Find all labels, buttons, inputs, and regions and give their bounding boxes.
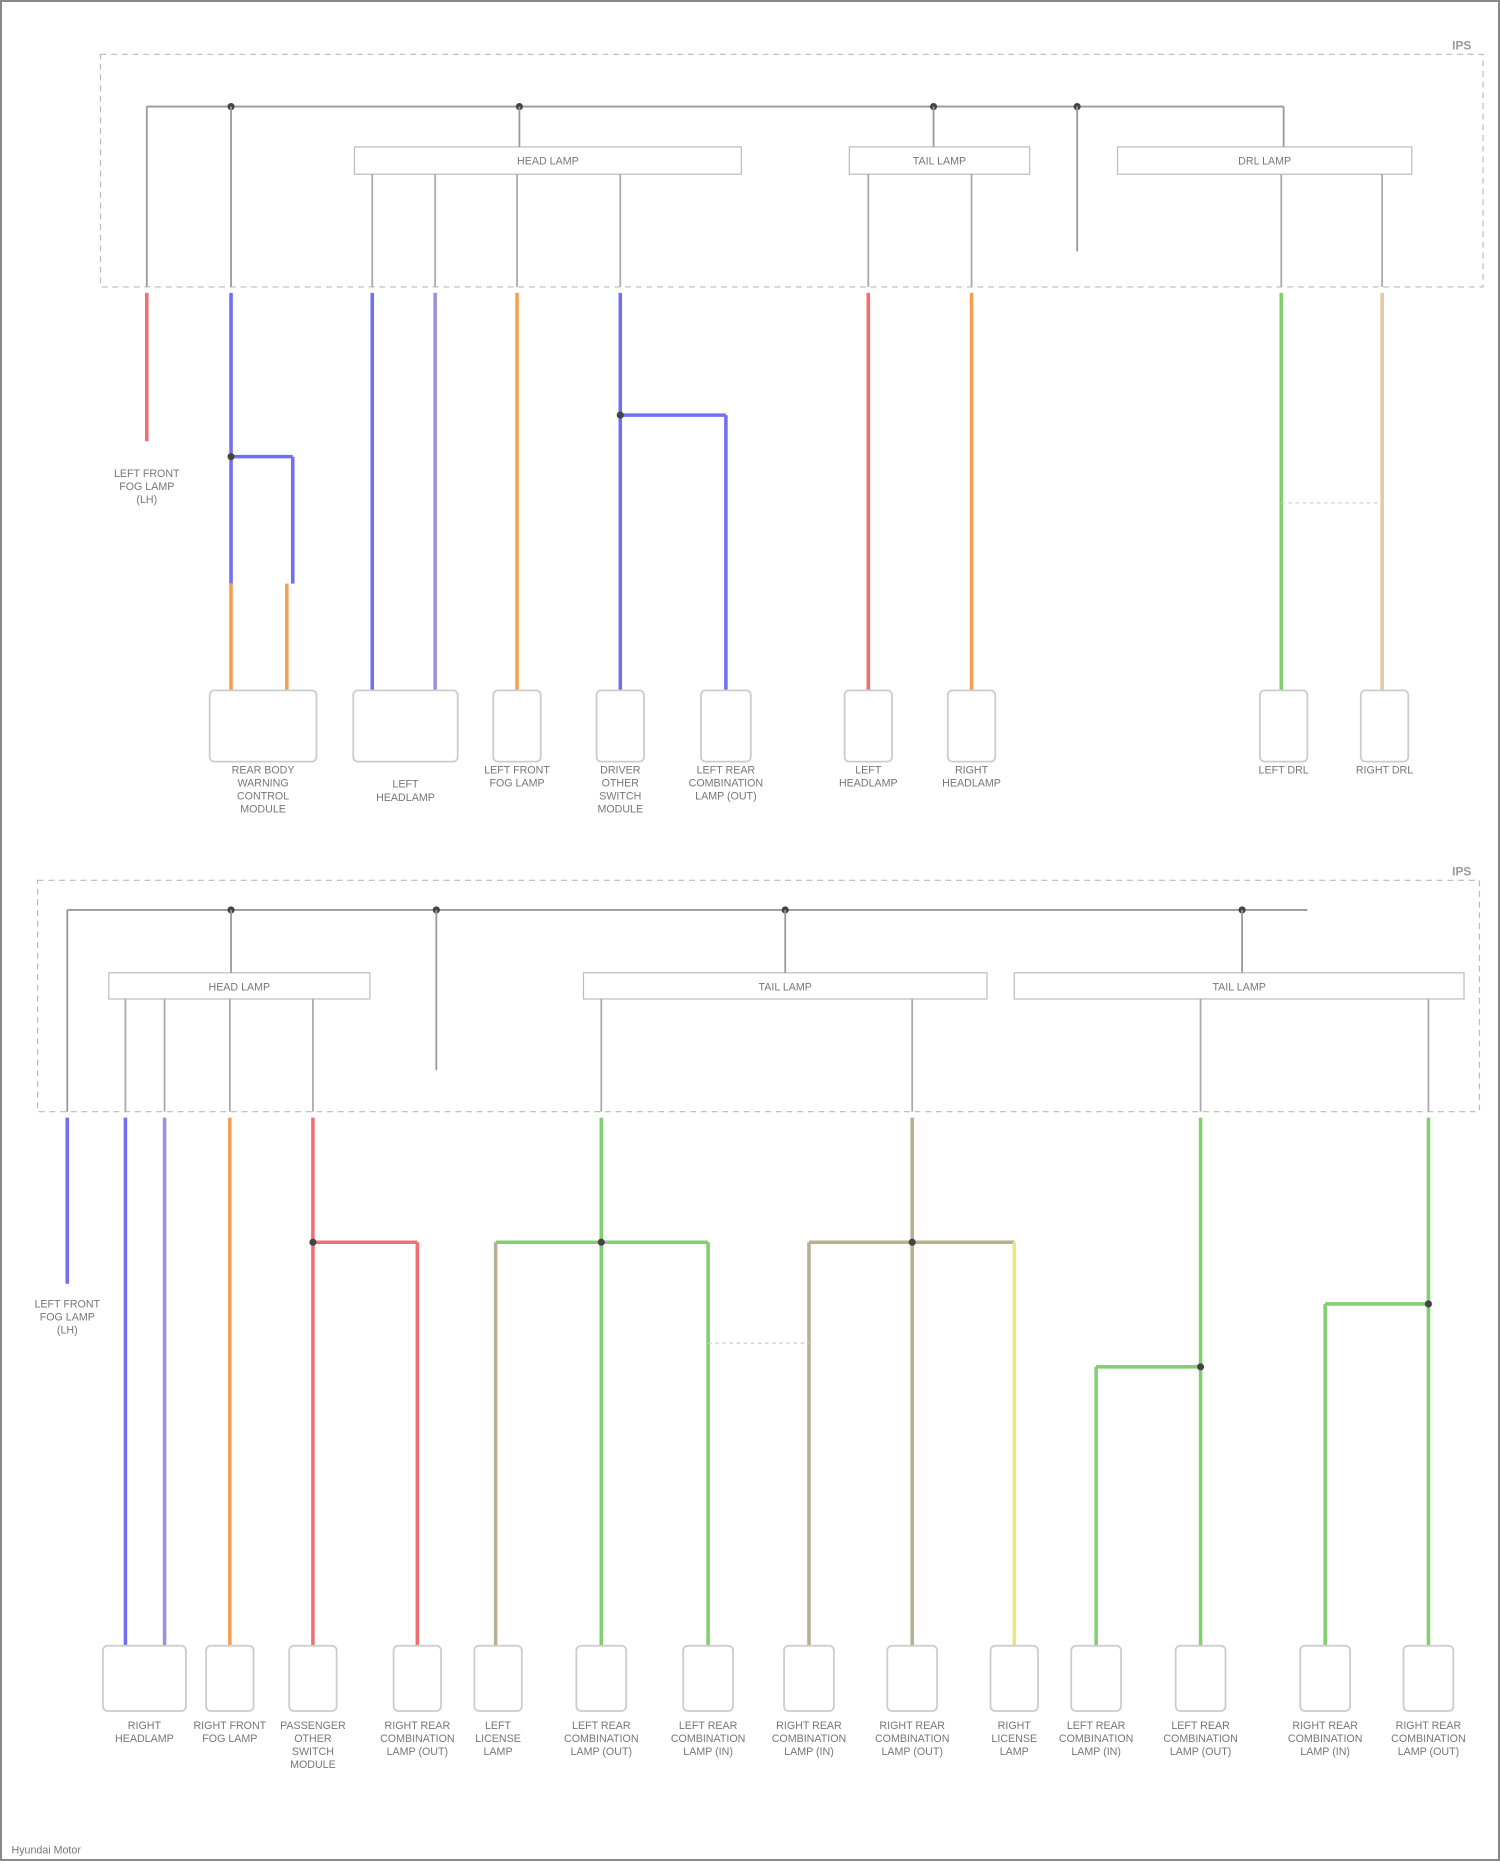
component-label: LEFT REAR COMBINATION LAMP (OUT) bbox=[689, 764, 764, 802]
fuse-label: HEAD LAMP bbox=[208, 982, 270, 994]
component-label: RIGHT DRL bbox=[1356, 764, 1413, 776]
component-box bbox=[843, 689, 893, 763]
component-label: LEFT HEADLAMP bbox=[376, 779, 435, 804]
component-box bbox=[700, 689, 752, 763]
component-box bbox=[352, 689, 459, 763]
component-label: LEFT FRONT FOG LAMP (LH) bbox=[114, 468, 180, 506]
component-box bbox=[392, 1644, 442, 1712]
component-label: RIGHT HEADLAMP bbox=[115, 1720, 174, 1745]
component-label: RIGHT FRONT FOG LAMP bbox=[193, 1720, 266, 1745]
component-label: LEFT REAR COMBINATION LAMP (OUT) bbox=[564, 1720, 639, 1758]
component-box bbox=[575, 1644, 628, 1712]
fuse-block bbox=[353, 146, 742, 175]
component-label: RIGHT LICENSE LAMP bbox=[991, 1720, 1037, 1758]
component-box bbox=[886, 1644, 939, 1712]
component-box bbox=[682, 1644, 734, 1712]
splice-dot bbox=[227, 453, 235, 461]
component-label: LEFT DRL bbox=[1259, 764, 1309, 776]
fuse-label: TAIL LAMP bbox=[1212, 982, 1265, 994]
splice-dot bbox=[616, 411, 624, 419]
fuse-label: DRL LAMP bbox=[1238, 156, 1291, 168]
component-box bbox=[783, 1644, 835, 1712]
fuse-label: TAIL LAMP bbox=[913, 156, 966, 168]
component-label: LEFT LICENSE LAMP bbox=[475, 1720, 521, 1758]
fuse-block bbox=[582, 972, 988, 1000]
component-label: LEFT REAR COMBINATION LAMP (IN) bbox=[1059, 1720, 1134, 1758]
fuse-label: HEAD LAMP bbox=[517, 156, 579, 168]
fuse-block bbox=[1013, 972, 1465, 1000]
component-label: LEFT HEADLAMP bbox=[839, 764, 898, 789]
component-label: RIGHT HEADLAMP bbox=[942, 764, 1001, 789]
fuse-label: TAIL LAMP bbox=[759, 982, 812, 994]
page-id-bottom: IPS bbox=[1452, 865, 1471, 879]
component-label: PASSENGER OTHER SWITCH MODULE bbox=[280, 1720, 346, 1771]
component-label: LEFT REAR COMBINATION LAMP (IN) bbox=[671, 1720, 746, 1758]
component-box bbox=[1402, 1644, 1455, 1712]
component-label: LEFT FRONT FOG LAMP (LH) bbox=[34, 1298, 100, 1336]
fuse-block bbox=[848, 146, 1031, 175]
component-box bbox=[1174, 1644, 1227, 1712]
footer-text: Hyundai Motor bbox=[11, 1844, 81, 1856]
component-label: RIGHT REAR COMBINATION LAMP (IN) bbox=[772, 1720, 847, 1758]
component-box bbox=[595, 689, 645, 763]
component-label: RIGHT REAR COMBINATION LAMP (OUT) bbox=[1391, 1720, 1466, 1758]
component-box bbox=[101, 1644, 187, 1712]
fuse-block bbox=[108, 972, 371, 1000]
splice-dot bbox=[309, 1238, 317, 1246]
component-box bbox=[1299, 1644, 1351, 1712]
splice-dot bbox=[1197, 1363, 1205, 1371]
splice-dot bbox=[597, 1238, 605, 1246]
component-label: RIGHT REAR COMBINATION LAMP (OUT) bbox=[875, 1720, 950, 1758]
component-label: RIGHT REAR COMBINATION LAMP (IN) bbox=[1288, 1720, 1363, 1758]
junction-box-bottom bbox=[37, 879, 1481, 1113]
component-box bbox=[208, 689, 318, 763]
component-box bbox=[1359, 689, 1410, 763]
component-box bbox=[492, 689, 542, 763]
component-label: DRIVER OTHER SWITCH MODULE bbox=[597, 764, 643, 815]
page-id-top: IPS bbox=[1452, 39, 1471, 53]
component-box bbox=[288, 1644, 338, 1712]
component-box bbox=[205, 1644, 255, 1712]
component-label: RIGHT REAR COMBINATION LAMP (OUT) bbox=[380, 1720, 455, 1758]
junction-box-top bbox=[99, 53, 1484, 288]
component-label: LEFT REAR COMBINATION LAMP (OUT) bbox=[1163, 1720, 1238, 1758]
component-label: REAR BODY WARNING CONTROL MODULE bbox=[232, 764, 295, 815]
splice-dot bbox=[908, 1238, 916, 1246]
component-box bbox=[989, 1644, 1039, 1712]
splice-dot bbox=[1424, 1300, 1432, 1308]
component-label: LEFT FRONT FOG LAMP bbox=[484, 764, 550, 789]
component-box bbox=[473, 1644, 523, 1712]
component-box bbox=[1070, 1644, 1122, 1712]
component-box bbox=[1259, 689, 1309, 763]
fuse-block bbox=[1116, 146, 1413, 175]
component-box bbox=[946, 689, 997, 763]
